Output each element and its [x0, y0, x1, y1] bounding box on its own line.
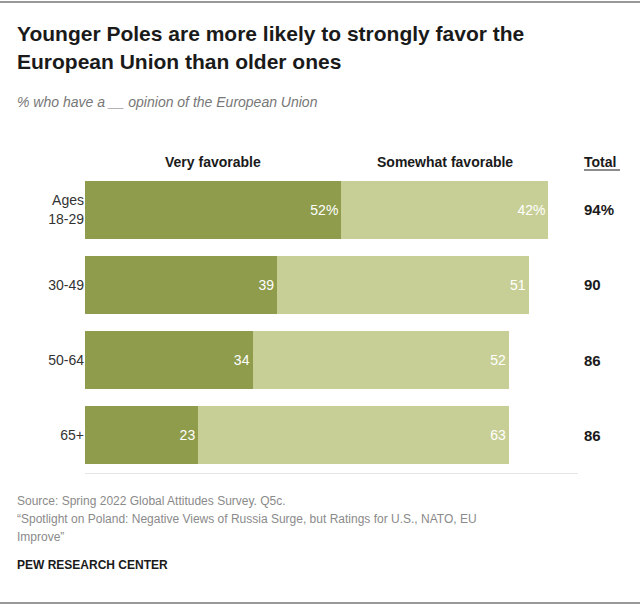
svg-text:52%: 52%	[310, 202, 338, 218]
svg-text:65+: 65+	[60, 427, 84, 443]
svg-text:Somewhat favorable: Somewhat favorable	[377, 154, 513, 170]
svg-text:Ages18-29: Ages18-29	[48, 192, 84, 226]
svg-text:34: 34	[234, 352, 250, 368]
svg-text:Very favorable: Very favorable	[165, 154, 261, 170]
svg-text:PEW RESEARCH CENTER: PEW RESEARCH CENTER	[17, 558, 168, 572]
svg-text:% who have a __ opinion of the: % who have a __ opinion of the European …	[17, 94, 318, 110]
svg-text:“Spotlight on Poland: Negative: “Spotlight on Poland: Negative Views of …	[17, 512, 477, 526]
svg-text:94%: 94%	[584, 201, 614, 218]
svg-text:Younger Poles are more likely: Younger Poles are more likely to strongl…	[17, 22, 524, 45]
svg-text:90: 90	[584, 276, 601, 293]
svg-text:50-64: 50-64	[48, 352, 84, 368]
svg-text:23: 23	[180, 427, 196, 443]
svg-text:39: 39	[258, 277, 274, 293]
svg-text:51: 51	[510, 277, 526, 293]
svg-text:Improve”: Improve”	[17, 530, 64, 544]
svg-text:30-49: 30-49	[48, 277, 84, 293]
svg-text:Source: Spring 2022 Global Att: Source: Spring 2022 Global Attitudes Sur…	[17, 494, 286, 508]
svg-text:European Union than older ones: European Union than older ones	[17, 50, 341, 73]
svg-text:52: 52	[490, 352, 506, 368]
svg-text:63: 63	[490, 427, 506, 443]
svg-text:86: 86	[584, 352, 601, 369]
svg-text:86: 86	[584, 427, 601, 444]
svg-text:Total: Total	[584, 154, 616, 170]
svg-text:42%: 42%	[517, 202, 545, 218]
